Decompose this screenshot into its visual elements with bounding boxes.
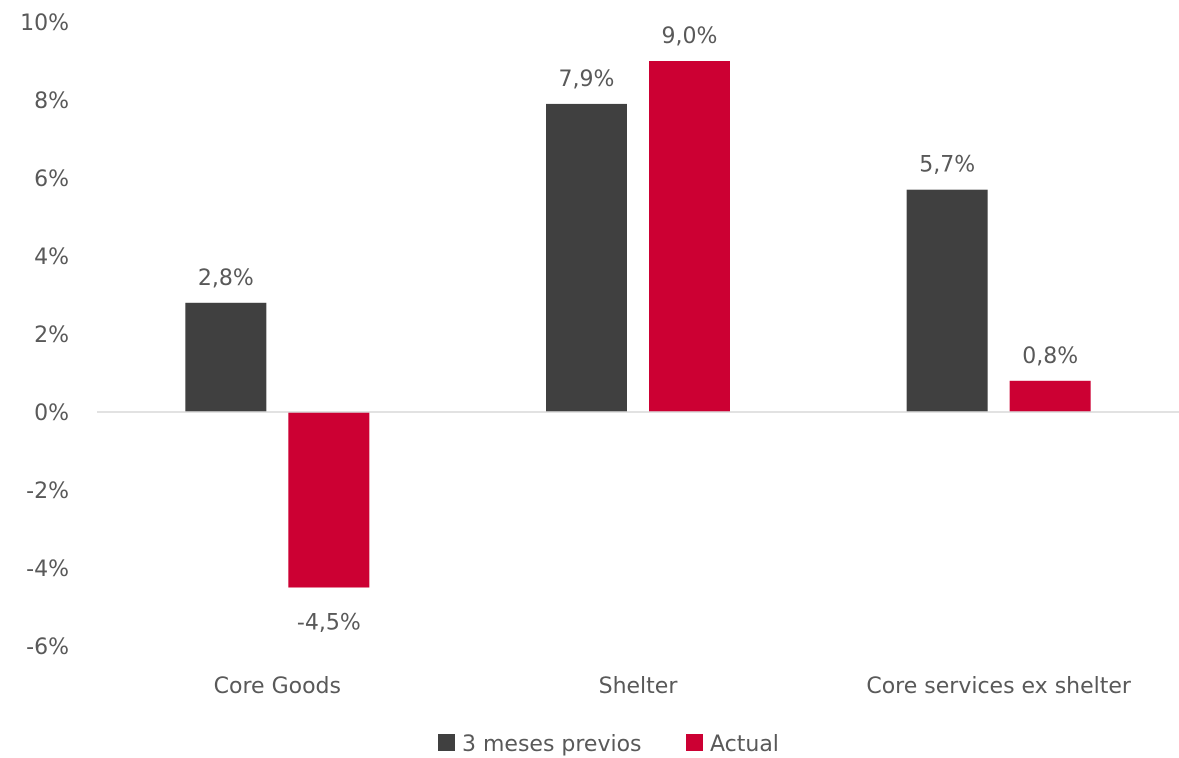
data-label: 9,0%: [662, 24, 718, 49]
bar-previous: [546, 103, 627, 413]
y-tick-label: -2%: [26, 479, 69, 504]
data-label: 5,7%: [919, 153, 975, 178]
data-label: -4,5%: [297, 611, 361, 636]
data-label: 7,9%: [559, 67, 615, 92]
data-labels: 2,8% -4,5% 7,9% 9,0% 5,7% 0,8%: [198, 24, 1078, 636]
bar-previous: [185, 302, 267, 412]
category-label: Core Goods: [214, 674, 341, 699]
y-tick-label: 8%: [34, 89, 69, 114]
y-tick-label: -6%: [26, 635, 69, 660]
y-tick-label: 6%: [34, 167, 69, 192]
y-tick-label: -4%: [26, 557, 69, 582]
legend: 3 meses previos Actual: [438, 732, 779, 757]
y-tick-label: 4%: [34, 245, 69, 270]
y-tick-label: 2%: [34, 323, 69, 348]
bars: [185, 61, 1091, 588]
legend-swatch: [438, 734, 455, 751]
bar-previous: [906, 189, 988, 412]
category-label: Core services ex shelter: [866, 674, 1132, 699]
legend-swatch: [686, 734, 703, 751]
bar-actual: [288, 412, 370, 588]
y-tick-label: 10%: [20, 11, 69, 36]
data-label: 0,8%: [1022, 344, 1078, 369]
y-axis-labels: 10% 8% 6% 4% 2% 0% -2% -4% -6%: [20, 11, 69, 660]
legend-label: Actual: [710, 732, 779, 757]
legend-label: 3 meses previos: [462, 732, 642, 757]
bar-actual: [649, 61, 730, 412]
bar-actual: [1009, 380, 1091, 412]
category-labels: Core Goods Shelter Core services ex shelte…: [214, 674, 1132, 699]
category-label: Shelter: [599, 674, 679, 699]
data-label: 2,8%: [198, 266, 254, 291]
y-tick-label: 0%: [34, 401, 69, 426]
